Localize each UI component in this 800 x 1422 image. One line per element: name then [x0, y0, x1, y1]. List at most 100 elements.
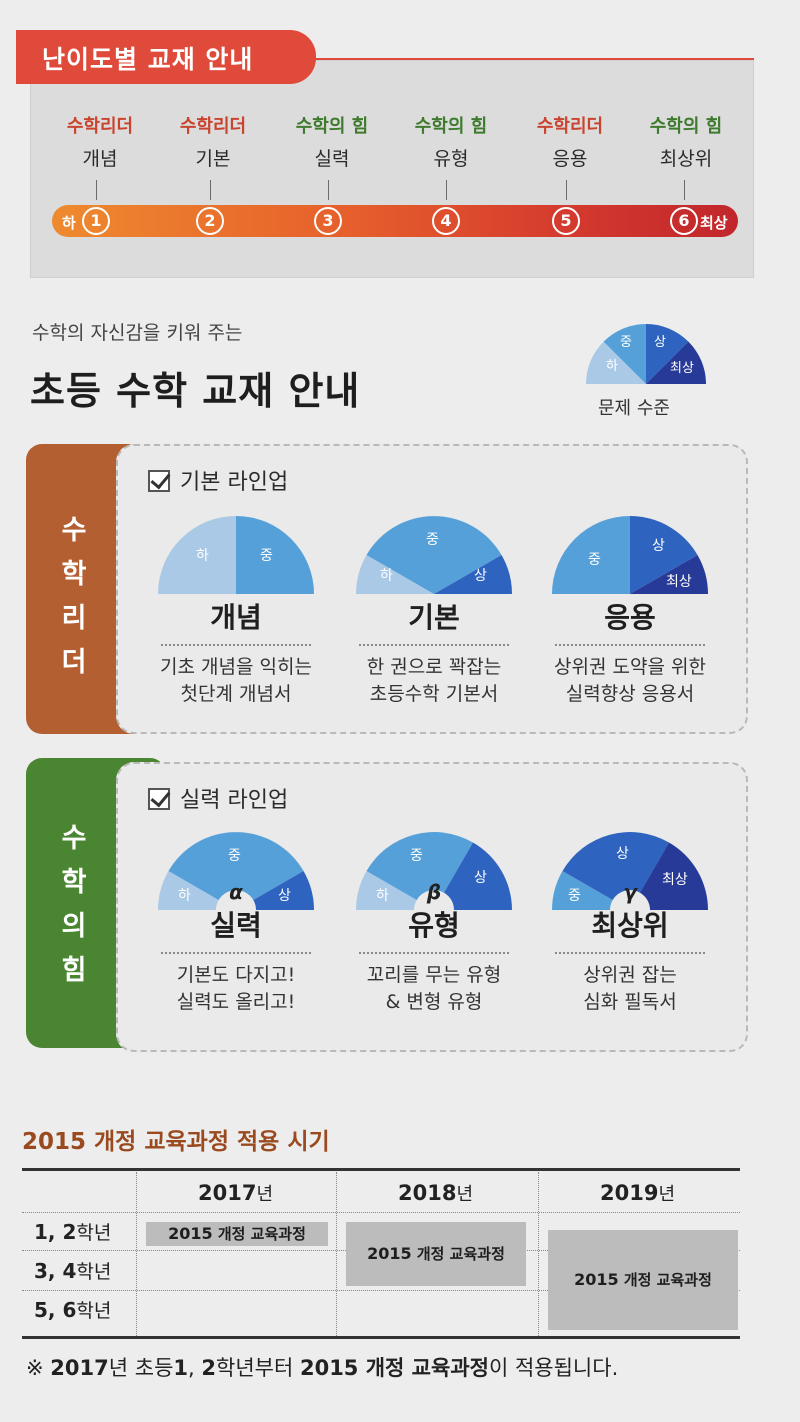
check-icon [148, 788, 170, 810]
footnote-text: 년 초등 [108, 1356, 174, 1380]
row-divider [22, 1290, 740, 1291]
book-yuhyeong: 하 중 상 β 유형 꼬리를 무는 유형 & 변형 유형 [334, 830, 534, 1016]
col-divider [136, 1172, 137, 1336]
curriculum-bar-2018: 2015 개정 교육과정 [346, 1222, 526, 1286]
book-name: 기본 [408, 601, 460, 634]
tab-char: 수 [61, 515, 87, 546]
table-rule [22, 1336, 740, 1339]
step-name: 유형 [433, 148, 469, 170]
footnote-text: , [188, 1356, 202, 1380]
greek-letter: α [229, 880, 243, 904]
difficulty-banner [30, 60, 754, 278]
level-label: 중 [228, 848, 241, 864]
schedule-title: 2015 개정 교육과정 적용 시기 [22, 1129, 330, 1155]
curriculum-text: 개정 교육과정 [416, 1245, 505, 1263]
divider [555, 952, 705, 954]
row-divider [22, 1212, 740, 1213]
step-tick [684, 180, 685, 200]
step-number: 4 [432, 207, 460, 235]
level-label: 하 [196, 548, 209, 564]
step-name: 최상위 [659, 148, 713, 170]
difficulty-banner-tag: 난이도별 교재 안내 [16, 30, 316, 84]
book-desc-line2: 첫단계 개념서 [180, 683, 292, 705]
step-name: 개념 [82, 148, 118, 170]
check-icon [148, 470, 170, 492]
step-series: 수학의 힘 [649, 116, 723, 137]
grade-unit: 학년 [76, 1222, 112, 1244]
step-4-label: 수학의 힘 유형 [391, 112, 511, 171]
book-gaenyeom: 하 중 개념 기초 개념을 익히는 첫단계 개념서 [136, 514, 336, 708]
step-tick [446, 180, 447, 200]
curriculum-num: 2015 [574, 1270, 619, 1289]
basic-lineup-title: 기본 라인업 [148, 464, 288, 496]
tab-char: 수 [61, 823, 87, 854]
difficulty-ring-icon: 하 중 상 [356, 832, 512, 910]
level-label: 상 [278, 888, 291, 904]
basic-lineup-label: 기본 라인업 [180, 470, 289, 495]
year-num: 2017 [198, 1181, 257, 1205]
level-label: 상 [652, 538, 665, 554]
advanced-lineup-label: 실력 라인업 [180, 788, 289, 813]
greek-letter: β [426, 880, 442, 904]
year-2017: 2017년 [198, 1180, 273, 1206]
step-1-label: 수학리더 개념 [40, 112, 160, 171]
basic-lineup-panel: 기본 라인업 하 중 개념 기초 개념을 익히는 첫단계 개념서 하 중 상 기… [116, 444, 748, 734]
step-name: 응용 [552, 148, 588, 170]
legend-label-ha: 하 [606, 359, 618, 374]
book-desc-line2: 심화 필독서 [583, 991, 677, 1013]
grade-unit: 학년 [76, 1261, 112, 1283]
banner-tag-line [300, 58, 754, 60]
curriculum-text: 개정 교육과정 [217, 1225, 306, 1243]
level-label: 중 [260, 548, 273, 564]
step-3-label: 수학의 힘 실력 [272, 112, 392, 171]
level-label: 중 [410, 848, 423, 864]
difficulty-semicircle-icon: 하 중 상 [356, 516, 512, 594]
book-desc-line2: 실력도 올리고! [176, 991, 296, 1013]
book-desc-line1: 상위권 도약을 위한 [554, 656, 706, 678]
divider [555, 644, 705, 646]
year-unit: 년 [658, 1184, 676, 1205]
difficulty-track [52, 205, 738, 237]
level-label: 중 [568, 888, 581, 904]
book-desc-line1: 기본도 다지고! [176, 964, 296, 986]
book-name: 응용 [604, 601, 656, 634]
footnote-text: 이 적용됩니다. [488, 1356, 619, 1380]
table-rule [22, 1168, 740, 1171]
tab-char: 의 [61, 911, 87, 942]
step-number: 5 [552, 207, 580, 235]
footnote: ※ 2017년 초등1, 2학년부터 2015 개정 교육과정이 적용됩니다. [26, 1352, 618, 1382]
curriculum-text: 개정 교육과정 [623, 1271, 712, 1289]
footnote-curriculum: 2015 개정 교육과정 [299, 1356, 489, 1380]
divider [161, 644, 311, 646]
grade-1-2: 1, 2학년 [34, 1218, 111, 1245]
step-series: 수학의 힘 [414, 116, 488, 137]
book-choisangwi: 중 상 최상 γ 최상위 상위권 잡는 심화 필독서 [530, 830, 730, 1016]
book-desc-line2: 초등수학 기본서 [369, 683, 499, 705]
book-desc-line1: 한 권으로 꽉잡는 [366, 656, 502, 678]
advanced-lineup-panel: 실력 라인업 하 중 상 α 실력 기본도 다지고! 실력도 올리고! 하 중 … [116, 762, 748, 1052]
step-series: 수학리더 [179, 116, 247, 137]
grade-3-4: 3, 4학년 [34, 1257, 111, 1284]
legend-caption: 문제 수준 [598, 398, 670, 419]
step-2-label: 수학리더 기본 [153, 112, 273, 171]
step-name: 실력 [314, 148, 350, 170]
footnote-grade: 1 [173, 1356, 189, 1380]
level-label: 하 [178, 888, 191, 904]
step-5-label: 수학리더 응용 [510, 112, 630, 171]
difficulty-semicircle-icon: 하 중 [158, 516, 314, 594]
year-2018: 2018년 [398, 1180, 473, 1206]
book-desc-line1: 상위권 잡는 [583, 964, 677, 986]
step-name: 기본 [195, 148, 231, 170]
footnote-grade: 2 [201, 1356, 216, 1380]
step-tick [210, 180, 211, 200]
grade-num: 5, 6 [34, 1298, 77, 1322]
col-divider [538, 1172, 539, 1336]
step-series: 수학리더 [536, 116, 604, 137]
step-number: 2 [196, 207, 224, 235]
grade-num: 1, 2 [34, 1220, 77, 1244]
difficulty-semicircle-icon: 중 상 최상 [552, 516, 708, 594]
book-desc-line2: & 변형 유형 [385, 991, 483, 1013]
book-name: 유형 [408, 909, 460, 942]
level-label: 하 [376, 888, 389, 904]
step-number: 1 [82, 207, 110, 235]
